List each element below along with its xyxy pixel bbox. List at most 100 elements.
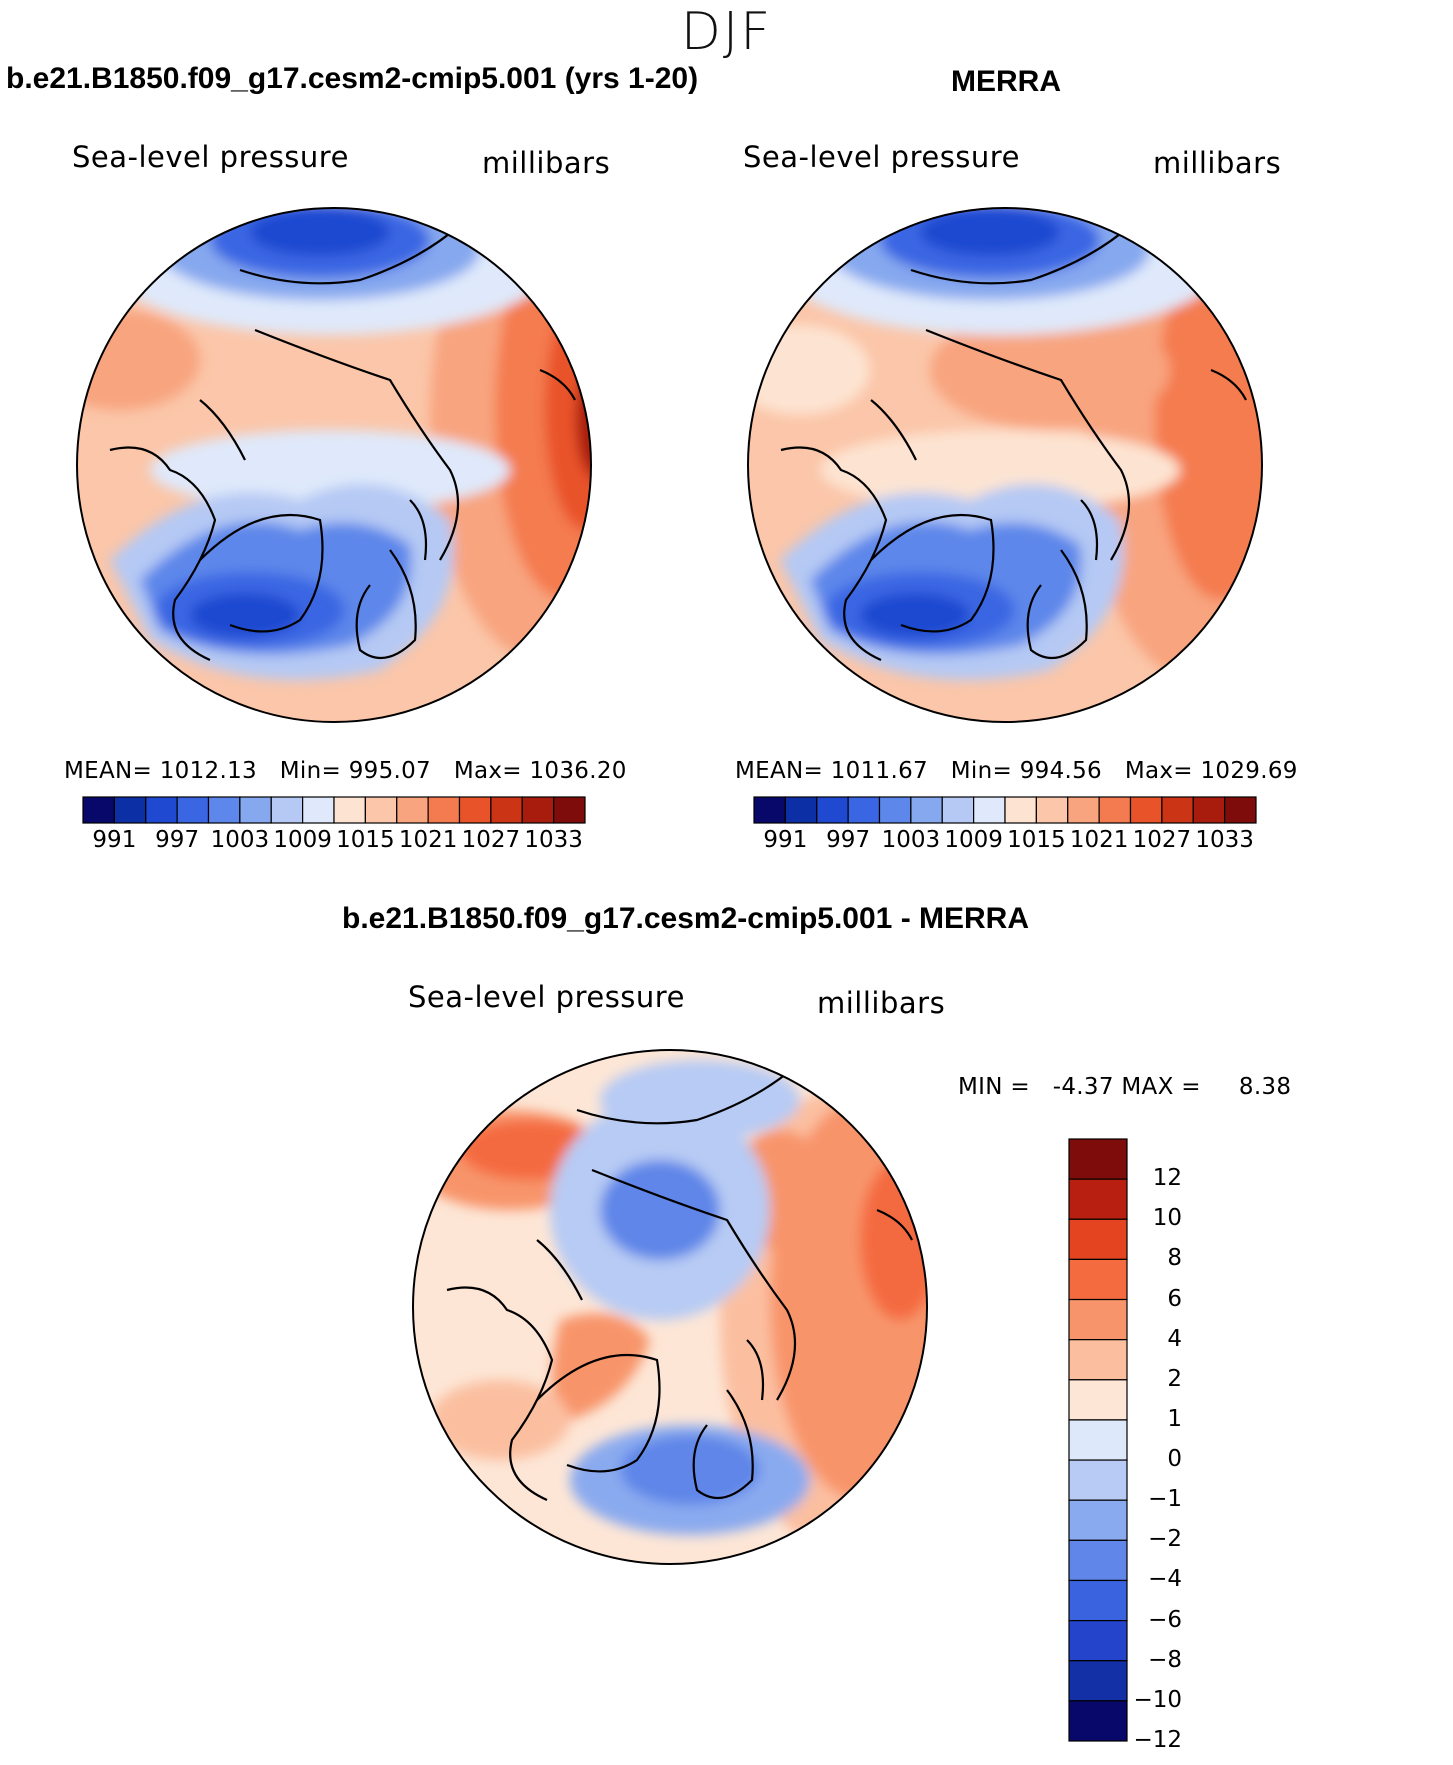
colorbar-box: [1004, 796, 1037, 824]
colorbar-obs: [753, 796, 1257, 824]
colorbar-box: [553, 796, 586, 824]
colorbar-tick-label: 1021: [1069, 827, 1129, 853]
max-label: Max=: [453, 758, 522, 784]
colorbar-tick-label: 1021: [398, 827, 458, 853]
colorbar-tick-label: 2: [1167, 1365, 1182, 1392]
mean-value: 1012.13: [159, 758, 257, 784]
colorbar-box: [941, 796, 975, 824]
min-value: 995.07: [348, 758, 431, 784]
colorbar-tick-label: 1015: [1007, 827, 1066, 853]
colorbar-box: [1068, 1619, 1128, 1662]
colorbar-tick-label: 4: [1167, 1325, 1182, 1352]
colorbar-tick-label: −12: [1133, 1727, 1182, 1753]
colorbar-tick-label: 991: [92, 827, 137, 853]
colorbar-box: [1192, 796, 1226, 824]
colorbar-tick-label: 1033: [524, 827, 583, 853]
panel-title-obs: MERRA: [951, 65, 1061, 98]
colorbar-model: [82, 796, 586, 824]
colorbar-box: [1068, 1539, 1128, 1582]
panel-title-diff: b.e21.B1850.f09_g17.cesm2-cmip5.001 - ME…: [342, 902, 1030, 935]
colorbar-tick-label: 1027: [461, 827, 521, 853]
colorbar-box: [1067, 796, 1100, 824]
colorbar-box: [113, 796, 147, 824]
max-value: 1029.69: [1200, 758, 1298, 784]
colorbar-tick-label: 8: [1167, 1245, 1182, 1272]
variable-name-obs: Sea-level pressure: [743, 140, 1020, 174]
variable-name-model: Sea-level pressure: [72, 140, 349, 174]
colorbar-box: [1068, 1700, 1128, 1742]
colorbar-tick-label: 1027: [1132, 827, 1192, 853]
units-model: millibars: [482, 146, 611, 180]
colorbar-box: [396, 796, 429, 824]
variable-name-diff: Sea-level pressure: [408, 980, 685, 1014]
map-model: [76, 207, 592, 723]
panel-title-model: b.e21.B1850.f09_g17.cesm2-cmip5.001 (yrs…: [6, 62, 699, 95]
colorbar-box: [784, 796, 818, 824]
colorbar-tick-label: 997: [155, 827, 200, 853]
colorbar-tick-label: 1015: [336, 827, 395, 853]
colorbar-diff: [1068, 1138, 1128, 1742]
colorbar-box: [333, 796, 366, 824]
colorbar-tick-label: −1: [1148, 1486, 1182, 1513]
units-diff: millibars: [817, 986, 946, 1020]
colorbar-tick-label: 1033: [1195, 827, 1254, 853]
colorbar-box: [1068, 1660, 1128, 1702]
colorbar-box: [910, 796, 943, 824]
map-diff: [412, 1049, 928, 1565]
colorbar-box: [1224, 796, 1257, 824]
colorbar-tick-label: 997: [826, 827, 871, 853]
colorbar-box: [145, 796, 178, 824]
stats-obs: MEAN= 1011.67 Min= 994.56 Max= 1029.69: [735, 758, 1298, 784]
colorbar-box: [490, 796, 523, 824]
max-value: 8.38: [1238, 1074, 1292, 1100]
colorbar-box: [458, 796, 492, 824]
coastlines: [780, 224, 1247, 662]
min-value: -4.37: [1052, 1074, 1114, 1100]
colorbar-box: [878, 796, 912, 824]
max-label: Max=: [1124, 758, 1193, 784]
stats-diff: MIN = -4.37 MAX = 8.38: [958, 1074, 1291, 1100]
coastlines: [109, 224, 576, 662]
max-value: 1036.20: [529, 758, 627, 784]
colorbar-box: [302, 796, 335, 824]
min-value: 994.56: [1019, 758, 1102, 784]
colorbar-tick-label: −4: [1148, 1566, 1182, 1593]
map-obs: [747, 207, 1263, 723]
mean-label: MEAN=: [735, 758, 824, 784]
colorbar-box: [1068, 1379, 1128, 1421]
colorbar-box: [1068, 1298, 1128, 1341]
colorbar-box: [1098, 796, 1132, 824]
min-label: MIN =: [958, 1074, 1030, 1100]
colorbar-tick-label: 1009: [944, 827, 1003, 853]
colorbar-tick-label: 991: [763, 827, 808, 853]
colorbar-tick-label: 1003: [210, 827, 270, 853]
min-label: Min=: [279, 758, 342, 784]
colorbar-box: [973, 796, 1006, 824]
colorbar-box: [753, 796, 786, 824]
colorbar-tick-label: 10: [1152, 1205, 1182, 1232]
colorbar-tick-label: 1009: [273, 827, 332, 853]
colorbar-box: [1161, 796, 1194, 824]
colorbar-tick-label: 12: [1152, 1165, 1182, 1192]
map-boundary: [76, 207, 592, 723]
map-boundary: [412, 1049, 928, 1565]
colorbar-box: [1068, 1459, 1128, 1501]
colorbar-tick-label: −2: [1148, 1526, 1182, 1553]
colorbar-tick-label: −6: [1148, 1606, 1182, 1633]
colorbar-tick-label: 6: [1167, 1285, 1182, 1312]
colorbar-box: [427, 796, 461, 824]
colorbar-box: [847, 796, 881, 824]
colorbar-box: [1068, 1218, 1128, 1261]
mean-value: 1011.67: [830, 758, 928, 784]
map-boundary: [747, 207, 1263, 723]
colorbar-box: [1129, 796, 1163, 824]
colorbar-box: [1068, 1138, 1128, 1180]
colorbar-box: [1068, 1339, 1128, 1381]
colorbar-box: [82, 796, 115, 824]
colorbar-box: [1035, 796, 1069, 824]
season-title: DJF: [680, 2, 773, 62]
colorbar-box: [1068, 1499, 1128, 1541]
colorbar-box: [270, 796, 304, 824]
colorbar-box: [1068, 1258, 1128, 1301]
